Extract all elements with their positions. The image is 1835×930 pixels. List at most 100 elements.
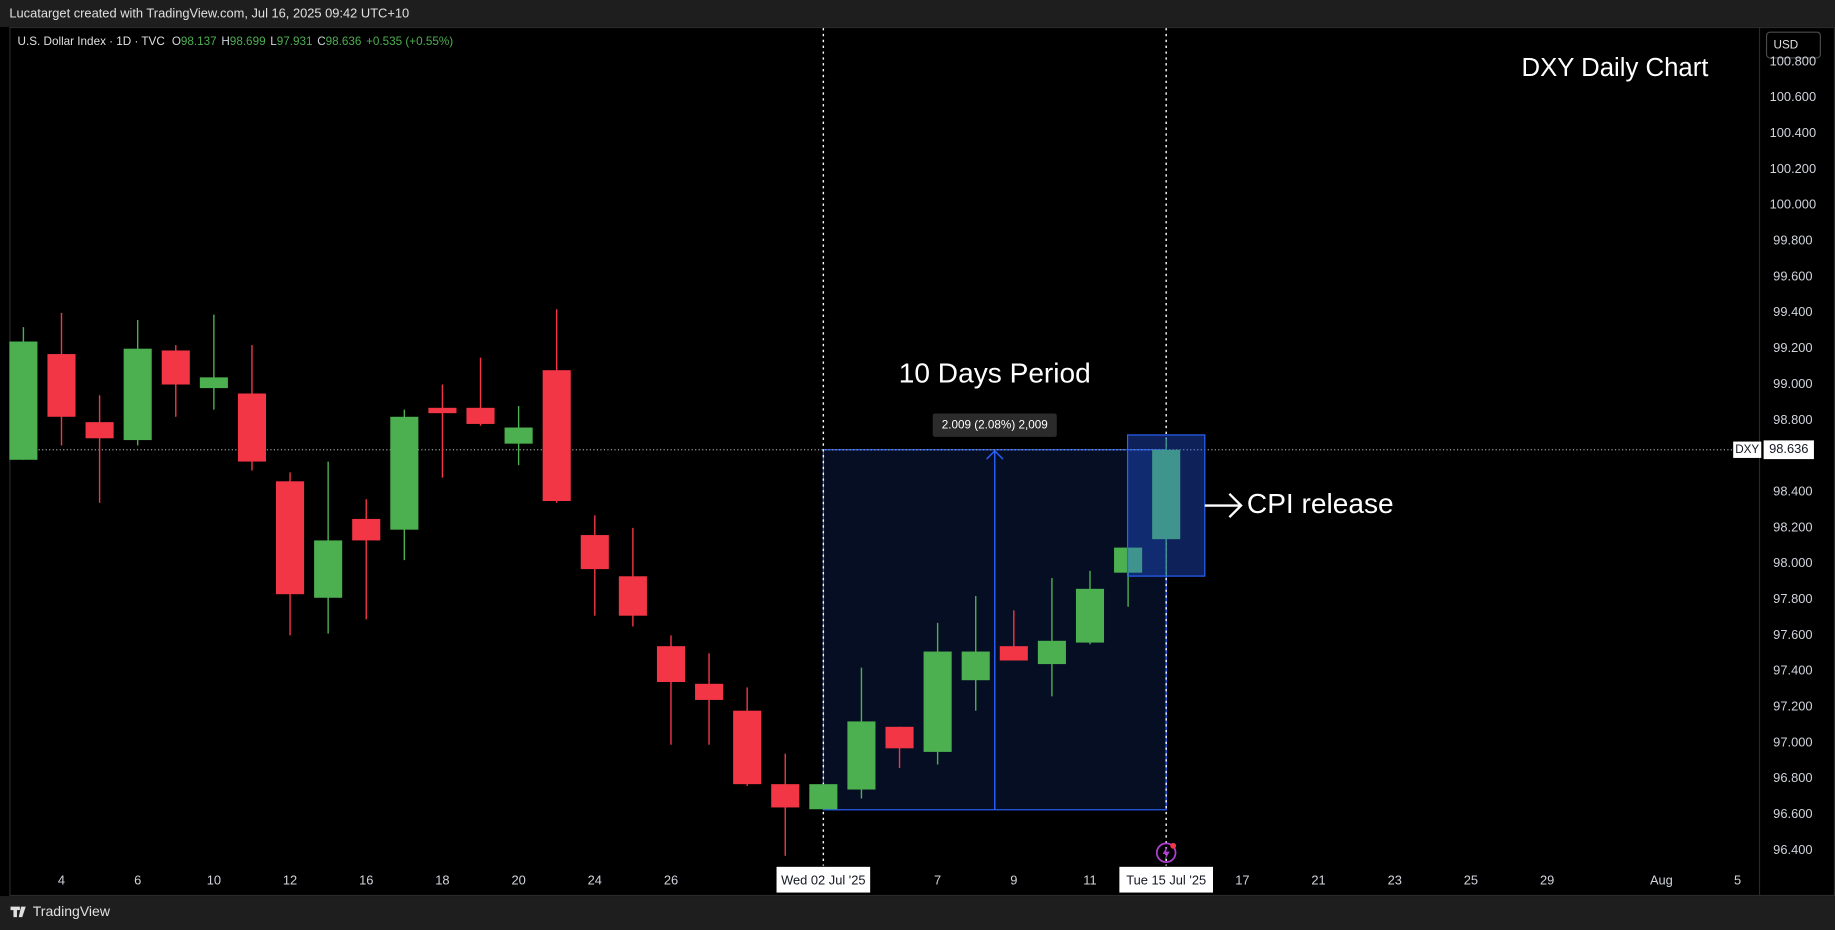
ohlc-value: 98.699 <box>230 35 266 48</box>
x-tick-label: 26 <box>664 872 678 887</box>
symbol-legend: U.S. Dollar Index · 1D · TVC O98.137 H98.6… <box>18 35 454 48</box>
candle-body <box>923 651 952 752</box>
candle-body <box>961 651 990 681</box>
bottom-bar <box>0 896 1835 930</box>
y-tick-label: 98.000 <box>1773 555 1812 570</box>
candle-body <box>1075 588 1105 643</box>
candle-body <box>199 377 228 389</box>
x-tick-label: Wed 02 Jul '25 <box>781 872 865 887</box>
event-icon-bolt <box>1162 845 1170 860</box>
x-tick-label: 20 <box>511 872 525 887</box>
last-price-label: 98.636 <box>1769 441 1808 456</box>
x-tick-label: Aug <box>1650 872 1673 887</box>
candle-body <box>237 393 267 462</box>
y-tick-label: 99.600 <box>1773 268 1812 283</box>
x-tick-label: 23 <box>1388 872 1402 887</box>
candle-body <box>618 576 647 616</box>
event-icon-dot <box>1170 842 1177 849</box>
x-tick-label: 17 <box>1235 872 1249 887</box>
y-tick-label: 100.800 <box>1770 53 1816 68</box>
y-tick-label: 96.800 <box>1773 770 1812 785</box>
candle-body <box>695 683 724 700</box>
symbol-tag-box <box>1733 441 1762 458</box>
y-tick-label: 97.400 <box>1773 663 1812 678</box>
candle-body <box>656 646 686 683</box>
y-tick-label: 98.800 <box>1773 412 1812 427</box>
symbol: U.S. Dollar Index · 1D · TVC <box>18 35 165 48</box>
y-tick-label: 100.000 <box>1770 197 1816 212</box>
y-tick-label: 98.400 <box>1773 483 1812 498</box>
x-marker-box <box>1119 866 1213 893</box>
chart-frame <box>9 26 1835 897</box>
x-tick-label: 6 <box>134 872 141 887</box>
candle-body <box>847 721 876 790</box>
y-tick-label: 97.200 <box>1773 699 1812 714</box>
ohlc-prefix: H <box>221 35 229 48</box>
candle-body <box>580 535 609 570</box>
candle-body <box>9 341 38 460</box>
x-tick-label: 5 <box>1734 872 1741 887</box>
y-tick-label: 99.400 <box>1773 304 1812 319</box>
symbol-tag: DXY <box>1735 443 1759 456</box>
ohlc-value: 98.137 <box>181 35 217 48</box>
y-tick-label: 97.600 <box>1773 627 1812 642</box>
ohlc-prefix: O <box>172 35 181 48</box>
y-tick-label: 100.600 <box>1770 89 1816 104</box>
candle-body <box>809 784 838 810</box>
candle-body <box>314 540 343 598</box>
change: +0.535 (+0.55%) <box>366 35 453 48</box>
x-tick-label: 24 <box>588 872 602 887</box>
credit: Lucatarget created with TradingView.com,… <box>9 5 409 20</box>
y-tick-label: 96.600 <box>1773 806 1812 821</box>
ohlc-prefix: L <box>270 35 277 48</box>
x-tick-label: 18 <box>435 872 449 887</box>
x-tick-label: 11 <box>1083 872 1096 887</box>
annotation: CPI release <box>1247 488 1394 519</box>
candle-body <box>1152 449 1181 540</box>
candle-body <box>390 416 419 530</box>
y-tick-label: 96.400 <box>1773 842 1812 857</box>
x-tick-label: 12 <box>283 872 297 887</box>
candle-body <box>771 784 800 808</box>
brand-logo <box>10 906 26 918</box>
candle-body <box>161 350 190 385</box>
cpi-box <box>1126 434 1206 577</box>
chart-title: DXY Daily Chart <box>1522 54 1709 82</box>
measure-arrowhead <box>986 449 1004 460</box>
y-tick-label: 97.800 <box>1773 591 1812 606</box>
candle-body <box>276 481 305 595</box>
y-tick-label: 99.000 <box>1773 376 1812 391</box>
candle-body <box>999 646 1028 661</box>
x-tick-label: 21 <box>1311 872 1325 887</box>
candle-body <box>885 726 914 749</box>
candle-body <box>352 518 381 541</box>
event-icon <box>1155 842 1177 864</box>
candle-body <box>428 407 457 414</box>
y-tick-label: 97.000 <box>1773 734 1812 749</box>
ohlc-value: 97.931 <box>277 35 313 48</box>
y-tick-label: 98.200 <box>1773 519 1812 534</box>
y-tick-label: 100.400 <box>1770 125 1816 140</box>
candle-body <box>466 407 495 424</box>
y-tick-label: 99.200 <box>1773 340 1812 355</box>
measure-label-box <box>932 413 1057 437</box>
currency: USD <box>1774 39 1799 52</box>
plot-layer: 96.400 96.600 96.800 97.000 97.200 97.400 97.6… <box>9 28 1816 893</box>
x-marker-box <box>776 866 871 893</box>
x-tick-label: 10 <box>207 872 221 887</box>
x-tick-label: 9 <box>1010 872 1017 887</box>
candle-body <box>504 427 533 444</box>
x-tick-label: Tue 15 Jul '25 <box>1126 872 1206 887</box>
x-tick-label: 4 <box>58 872 65 887</box>
candle-body <box>47 354 76 417</box>
top-bar <box>0 0 1835 27</box>
last-price-box <box>1763 440 1814 460</box>
y-tick-label: 99.800 <box>1773 233 1812 248</box>
candle-body <box>542 370 571 502</box>
candle-body <box>123 348 152 441</box>
currency-button[interactable] <box>1765 31 1821 59</box>
x-tick-label: 16 <box>359 872 373 887</box>
x-tick-label: 7 <box>934 872 941 887</box>
